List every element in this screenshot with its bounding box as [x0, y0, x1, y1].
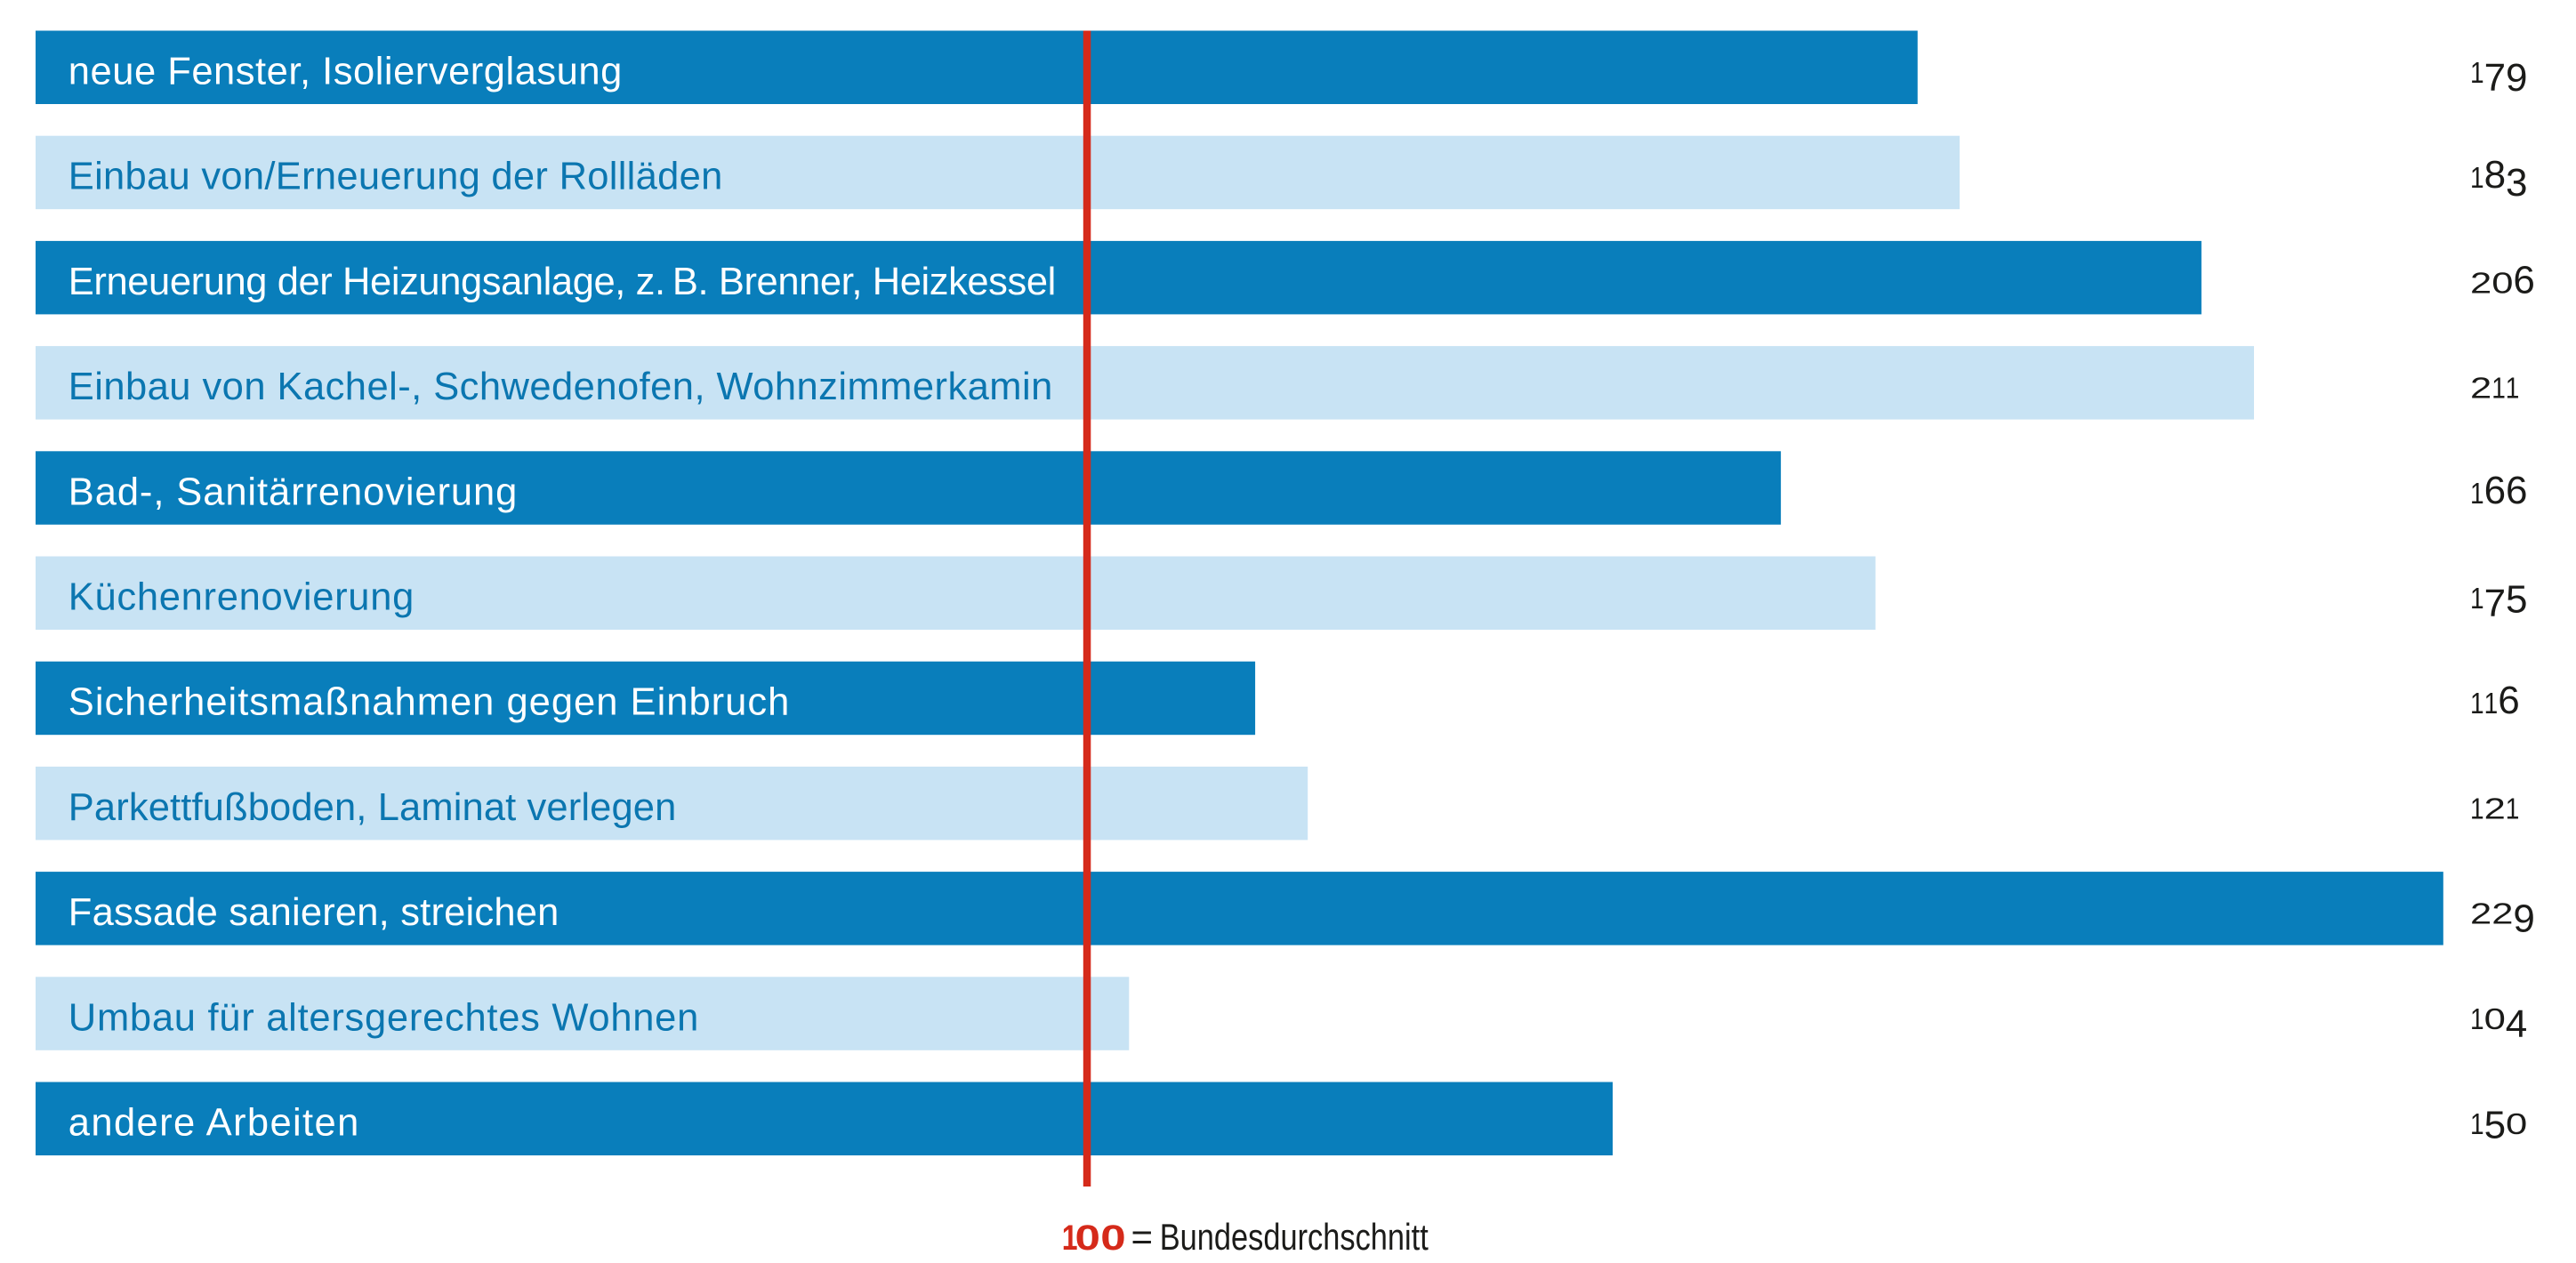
svg-text:Erneuerung der Heizungsanlage,: Erneuerung der Heizungsanlage, z. B. Bre… [68, 261, 1057, 303]
svg-text:1: 1 [2470, 792, 2484, 825]
svg-text:neue Fenster, Isolierverglasun: neue Fenster, Isolierverglasung [68, 51, 623, 93]
svg-text:1: 1 [2470, 688, 2484, 720]
svg-text:=: = [1131, 1216, 1154, 1258]
svg-text:Einbau von Kachel-, Schwedenof: Einbau von Kachel-, Schwedenofen, Wohnzi… [68, 366, 1053, 408]
svg-text:1: 1 [2470, 583, 2484, 615]
svg-text:Fassade sanieren, streichen: Fassade sanieren, streichen [68, 891, 559, 934]
svg-text:6: 6 [2484, 469, 2506, 512]
svg-text:Parkettfußboden, Laminat verle: Parkettfußboden, Laminat verlegen [68, 786, 677, 829]
svg-text:7: 7 [2484, 582, 2506, 625]
svg-text:Einbau von/Erneuerung der Roll: Einbau von/Erneuerung der Rollläden [68, 156, 723, 198]
svg-text:1: 1 [2470, 1108, 2484, 1141]
svg-text:5: 5 [2506, 578, 2527, 622]
svg-text:2: 2 [2470, 898, 2491, 931]
svg-text:2: 2 [2484, 792, 2506, 825]
svg-text:5: 5 [2484, 1104, 2506, 1147]
svg-text:1: 1 [2470, 1003, 2484, 1036]
svg-text:0: 0 [2484, 1003, 2506, 1036]
svg-text:1: 1 [2470, 57, 2484, 90]
svg-text:6: 6 [2498, 679, 2519, 722]
svg-text:7: 7 [2484, 56, 2506, 100]
svg-text:6: 6 [2513, 258, 2534, 302]
svg-text:Sicherheitsmaßnahmen gegen Ein: Sicherheitsmaßnahmen gegen Einbruch [68, 681, 790, 724]
svg-text:0: 0 [1100, 1217, 1125, 1257]
svg-text:2: 2 [2470, 267, 2491, 300]
svg-text:9: 9 [2513, 897, 2534, 941]
svg-text:2: 2 [2491, 898, 2513, 931]
svg-text:Bad-, Sanitärrenovierung: Bad-, Sanitärrenovierung [68, 471, 518, 513]
svg-text:Umbau für altersgerechtes Wohn: Umbau für altersgerechtes Wohnen [68, 996, 699, 1039]
svg-text:1: 1 [2470, 478, 2484, 511]
svg-text:1: 1 [1062, 1218, 1078, 1258]
svg-text:Bundesdurchschnitt: Bundesdurchschnitt [1160, 1216, 1429, 1258]
svg-text:8: 8 [2484, 153, 2506, 197]
svg-text:andere Arbeiten: andere Arbeiten [68, 1102, 359, 1145]
svg-text:1: 1 [2484, 688, 2499, 720]
svg-text:9: 9 [2506, 56, 2527, 100]
svg-text:1: 1 [2506, 373, 2520, 406]
svg-text:3: 3 [2506, 161, 2527, 205]
svg-text:1: 1 [2491, 373, 2506, 406]
svg-text:0: 0 [2491, 267, 2513, 300]
svg-text:1: 1 [2470, 162, 2484, 195]
svg-text:2: 2 [2470, 373, 2491, 406]
svg-text:0: 0 [2506, 1108, 2527, 1141]
svg-text:4: 4 [2506, 1002, 2527, 1046]
svg-text:1: 1 [2506, 792, 2520, 825]
svg-text:0: 0 [1075, 1217, 1100, 1257]
svg-text:6: 6 [2506, 469, 2527, 512]
svg-text:Küchenrenovierung: Küchenrenovierung [68, 576, 415, 619]
